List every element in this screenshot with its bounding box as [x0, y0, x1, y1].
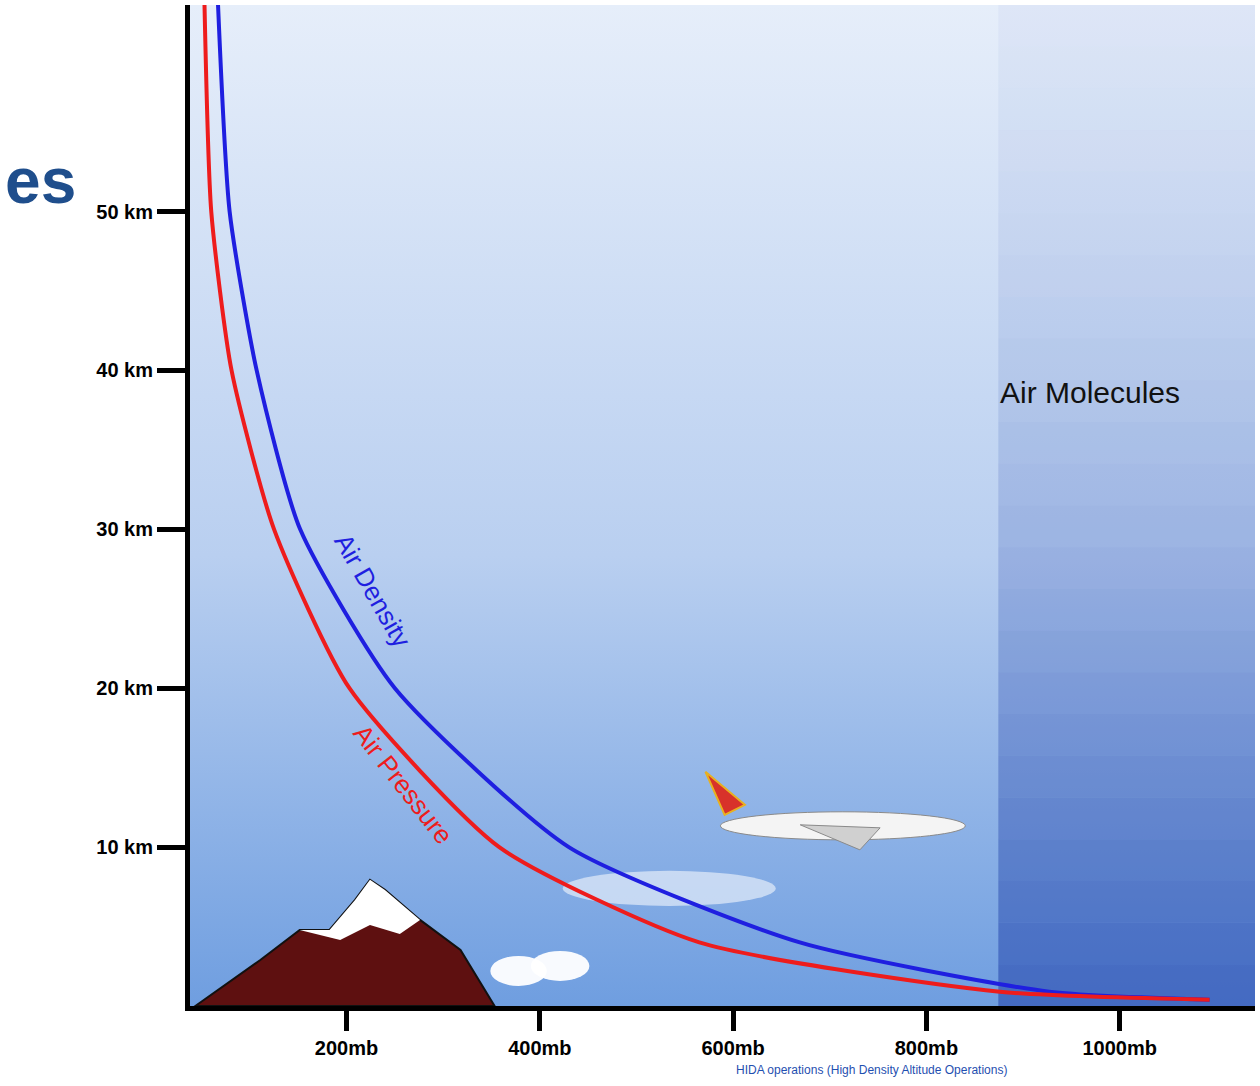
svg-text:Air Density: Air Density	[328, 529, 417, 653]
svg-text:30 km: 30 km	[96, 518, 153, 540]
svg-text:10 km: 10 km	[96, 836, 153, 858]
svg-text:HIDA operations (High Density: HIDA operations (High Density Altitude O…	[736, 1063, 1007, 1077]
svg-text:Air Pressure: Air Pressure	[347, 719, 459, 850]
svg-text:600mb: 600mb	[701, 1037, 764, 1059]
svg-text:800mb: 800mb	[895, 1037, 958, 1059]
svg-text:1000mb: 1000mb	[1082, 1037, 1157, 1059]
svg-text:20 km: 20 km	[96, 677, 153, 699]
svg-text:40 km: 40 km	[96, 359, 153, 381]
svg-text:Air Molecules: Air Molecules	[1000, 376, 1180, 409]
svg-text:50 km: 50 km	[96, 201, 153, 223]
svg-text:es: es	[5, 145, 76, 217]
svg-text:400mb: 400mb	[508, 1037, 571, 1059]
svg-text:200mb: 200mb	[315, 1037, 378, 1059]
